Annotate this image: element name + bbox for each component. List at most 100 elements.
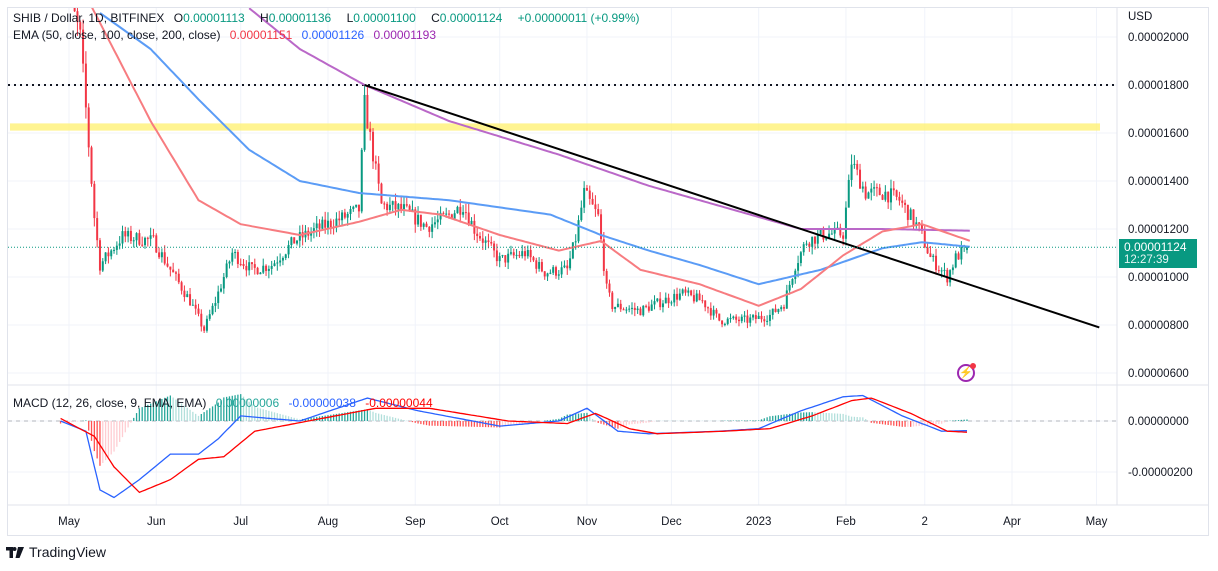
symbol-title[interactable]: SHIB / Dollar, 1D, BITFINEX [13, 11, 165, 25]
candle-body [552, 267, 555, 273]
candle-body [462, 212, 465, 215]
candle-body [605, 271, 608, 284]
candle-body [557, 274, 560, 276]
candle-body [284, 254, 287, 258]
candle-body [101, 261, 104, 271]
candle-body [631, 307, 633, 309]
candle-body [656, 298, 659, 302]
candle-body [341, 212, 344, 221]
candle-body [166, 263, 169, 267]
candle-body [405, 204, 408, 206]
candle-body [909, 209, 912, 220]
candle-body [239, 263, 242, 265]
candle-body [293, 237, 296, 244]
candle-body [428, 226, 431, 232]
candle-body [543, 271, 546, 277]
candle-body [149, 235, 152, 239]
candle-body [464, 212, 467, 214]
candle-body [431, 224, 434, 232]
candle-body [932, 255, 935, 257]
candle-body [774, 308, 777, 313]
candle-body [594, 204, 597, 210]
candle-body [768, 314, 771, 321]
candle-body [191, 304, 194, 306]
time-tick: Feb [836, 516, 856, 528]
candles [73, 8, 968, 334]
candle-body [518, 254, 521, 257]
candle-body [892, 188, 895, 191]
time-tick: 2 [922, 516, 928, 528]
candle-body [481, 238, 484, 243]
candle-body [436, 219, 439, 223]
candle-body [394, 201, 397, 210]
candle-body [507, 253, 510, 263]
price-tick: 0.00001600 [1128, 128, 1189, 140]
candle-body [259, 272, 262, 275]
candle-body [515, 254, 518, 256]
candle-body [752, 315, 755, 318]
candle-body [526, 250, 529, 257]
candle-body [844, 207, 847, 239]
last-price-label: 0.00001124 12:27:39 [1119, 239, 1197, 268]
candle-body [372, 131, 375, 162]
tradingview-logo[interactable]: TradingView [6, 544, 106, 560]
candle-body [442, 212, 445, 214]
candle-body [262, 265, 265, 273]
tradingview-logo-icon [6, 546, 24, 558]
candle-body [813, 236, 816, 244]
candle-body [411, 209, 414, 211]
candle-body [386, 203, 389, 211]
candle-body [456, 206, 459, 214]
macd-tick: -0.00000200 [1128, 467, 1193, 479]
candle-body [281, 257, 284, 261]
price-tick: 0.00001000 [1128, 272, 1189, 284]
lightning-icon[interactable]: ⚡ [957, 363, 976, 382]
candle-body [650, 304, 653, 311]
price-tick: 0.00000800 [1128, 320, 1189, 332]
candle-body [276, 262, 279, 264]
candle-body [783, 307, 786, 309]
candle-body [749, 317, 752, 323]
macd-label[interactable]: MACD (12, 26, close, 9, EMA, EMA) [13, 396, 207, 410]
candle-body [180, 282, 183, 291]
candle-body [346, 213, 349, 218]
time-tick: Nov [577, 516, 598, 528]
signal-line [60, 397, 968, 494]
candle-body [84, 63, 87, 108]
candle-body [661, 303, 664, 308]
candle-body [695, 293, 698, 302]
candle-body [242, 264, 245, 266]
candle-body [343, 212, 346, 218]
candle-body [495, 250, 498, 262]
candle-body [901, 200, 904, 203]
candle-body [763, 319, 766, 322]
macd-hist-value: 0.00000006 [215, 396, 280, 410]
candle-body [538, 262, 541, 269]
candle-body [129, 230, 132, 241]
candle-body [315, 223, 318, 229]
candle-body [296, 240, 299, 244]
candle-body [504, 255, 507, 263]
candle-body [698, 293, 701, 301]
candle-body [369, 128, 372, 132]
candle-body [701, 300, 704, 302]
candle-body [104, 252, 107, 262]
candle-body [929, 253, 932, 257]
candle-body [566, 265, 569, 269]
candle-body [355, 204, 358, 207]
candle-body [250, 262, 253, 265]
ema-label[interactable]: EMA (50, close, 100, close, 200, close) [13, 28, 221, 42]
candle-body [253, 264, 256, 268]
candle-body [830, 233, 833, 235]
price-tick: 0.00001200 [1128, 224, 1189, 236]
candle-body [172, 269, 175, 273]
ema200-value: 0.00001193 [373, 28, 437, 42]
candle-body [484, 240, 487, 243]
high-label: H [260, 11, 269, 25]
candle-body [79, 22, 82, 30]
candle-body [228, 261, 231, 264]
candle-body [707, 307, 710, 309]
candle-body [906, 204, 909, 220]
candle-body [887, 191, 890, 203]
